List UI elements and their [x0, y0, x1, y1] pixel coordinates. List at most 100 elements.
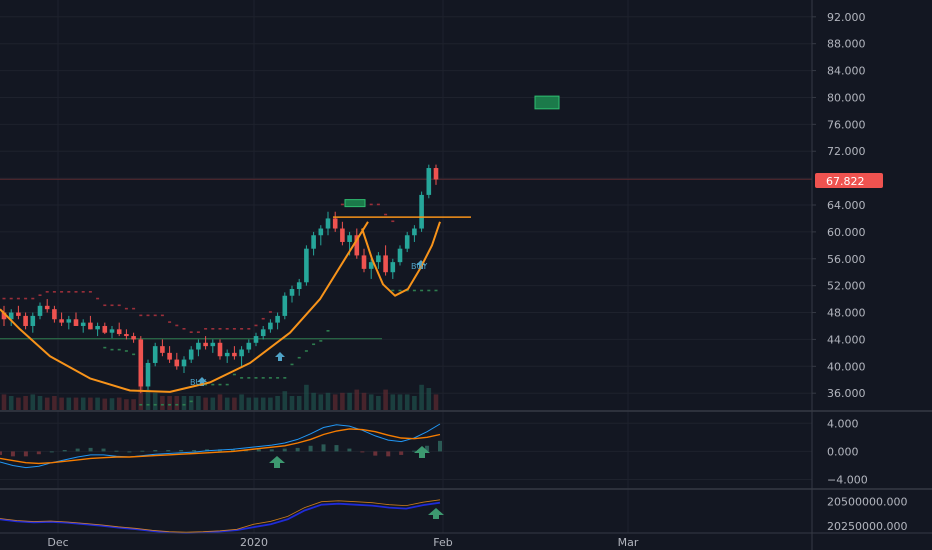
- volume-bar: [124, 399, 129, 410]
- volume-bar: [138, 376, 144, 410]
- stop-dot-green: [232, 373, 236, 376]
- macd-histogram-bar: [386, 451, 391, 457]
- candle-body: [354, 235, 360, 256]
- candle-body: [311, 235, 316, 249]
- candle-body: [340, 228, 345, 242]
- stop-dot-red: [196, 331, 200, 333]
- macd-histogram-bar: [308, 445, 313, 452]
- macd-tick-label: 4.000: [827, 417, 859, 430]
- candle-body: [59, 319, 64, 323]
- macd-histogram-bar: [23, 451, 28, 457]
- volume-bar: [368, 394, 374, 410]
- macd-histogram-bar: [347, 448, 352, 452]
- macd-histogram-bar: [438, 440, 442, 452]
- volume-bar: [419, 384, 424, 410]
- volume-bar: [433, 394, 439, 410]
- cup-curve: [0, 221, 369, 393]
- stop-dot-green: [182, 403, 186, 406]
- price-tick-label: 56.000: [827, 253, 866, 266]
- stop-dot-red: [146, 314, 150, 317]
- stop-dot-green: [276, 377, 280, 379]
- macd-histogram-bar: [321, 444, 326, 452]
- buy-arrow-icon: [416, 260, 426, 269]
- candle-body: [210, 342, 216, 347]
- candle-body: [325, 218, 331, 229]
- candle-body: [232, 352, 237, 357]
- volume-bar: [282, 391, 288, 410]
- candle-body: [152, 346, 158, 363]
- macd-histogram-bar: [75, 448, 80, 452]
- volume-bar: [354, 389, 360, 410]
- volume-bars: [1, 376, 439, 410]
- candle-body: [37, 305, 43, 316]
- volume-bar: [296, 396, 302, 410]
- stop-dot-green: [268, 377, 272, 379]
- candle-body: [390, 262, 396, 273]
- macd-tick-label: −4.000: [827, 474, 868, 487]
- stop-dot-red: [340, 203, 344, 206]
- macd-histogram-bar: [153, 450, 158, 452]
- volume-bar: [318, 394, 324, 410]
- stop-dot-green: [290, 363, 294, 366]
- stop-dot-red: [218, 328, 222, 330]
- macd-histogram-bar: [295, 447, 300, 452]
- volume-bar: [289, 396, 295, 410]
- stop-dot-green: [312, 343, 316, 346]
- stop-dot-green: [124, 350, 128, 352]
- volume-bar: [44, 397, 50, 410]
- volume-bar: [203, 397, 208, 410]
- stop-dot-green: [218, 383, 222, 386]
- candle-body: [419, 194, 424, 229]
- candle-body: [145, 362, 151, 387]
- price-overlays: [0, 95, 812, 406]
- candle-body: [30, 315, 36, 326]
- stop-dot-red: [254, 324, 258, 327]
- volume-bar: [275, 396, 280, 410]
- volume-bar: [217, 394, 223, 410]
- stop-dot-green: [427, 289, 431, 292]
- price-tick-label: 88.000: [827, 38, 866, 51]
- stop-dot-red: [153, 314, 157, 317]
- stop-dot-red: [175, 324, 179, 327]
- price-tick-label: 36.000: [827, 387, 866, 400]
- candle-body: [196, 342, 201, 350]
- candle-body: [296, 282, 302, 290]
- stop-dot-green: [297, 356, 301, 359]
- candle-body: [138, 339, 144, 387]
- candle-body: [44, 305, 50, 310]
- stop-dot-green: [103, 346, 107, 349]
- candle-body: [253, 336, 259, 343]
- candle-body: [412, 228, 417, 236]
- stop-dot-green: [261, 377, 265, 379]
- price-tick-label: 92.000: [827, 11, 866, 24]
- stop-dot-red: [247, 328, 251, 330]
- candle-body: [16, 312, 21, 316]
- candle-body: [282, 295, 288, 316]
- grid: [0, 0, 812, 533]
- candle-body: [260, 329, 266, 337]
- target-box: [534, 95, 560, 110]
- candle-body: [174, 359, 180, 367]
- stop-dot-green: [117, 348, 121, 351]
- stop-dot-red: [168, 321, 172, 323]
- candle-body: [361, 255, 367, 269]
- candle-body: [376, 255, 381, 263]
- stop-dot-red: [182, 328, 186, 330]
- stop-dot-red: [117, 304, 121, 307]
- volume-bar: [8, 396, 14, 410]
- stop-dot-red: [124, 307, 128, 310]
- macd-histogram-bar: [399, 451, 404, 455]
- candle-body: [318, 228, 324, 236]
- stop-dot-red: [376, 203, 380, 206]
- stop-dot-red: [81, 291, 85, 293]
- volume-bar: [347, 392, 352, 410]
- stop-dot-green: [160, 403, 164, 406]
- stop-dot-red: [38, 294, 42, 296]
- macd-histogram-bar: [0, 451, 2, 455]
- volume-bar: [1, 394, 7, 410]
- macd-histogram-bar: [101, 448, 106, 452]
- stop-dot-red: [384, 213, 388, 216]
- time-tick-label: Feb: [433, 536, 452, 549]
